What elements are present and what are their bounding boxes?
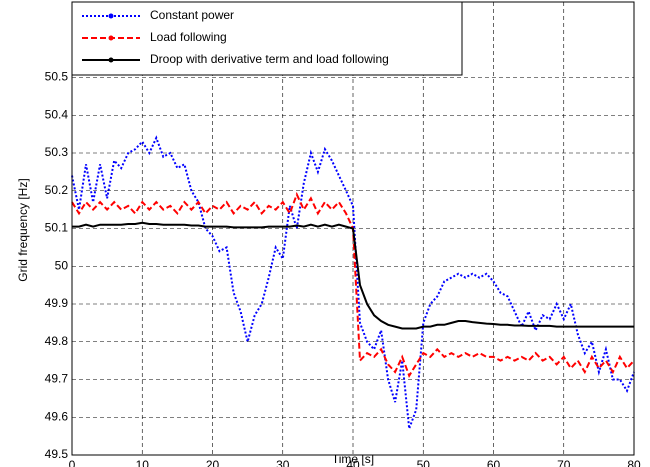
y-tick-label: 50.2 (45, 183, 69, 197)
legend-marker (108, 35, 114, 41)
y-tick-label: 49.7 (45, 372, 69, 386)
x-tick-label: 50 (417, 458, 431, 467)
x-tick-label: 20 (206, 458, 220, 467)
y-tick-label: 50.4 (45, 107, 69, 121)
y-tick-label: 49.6 (45, 409, 69, 423)
legend-label: Load following (150, 30, 227, 44)
x-tick-label: 70 (557, 458, 571, 467)
x-tick-label: 30 (276, 458, 290, 467)
x-tick-label: 0 (69, 458, 76, 467)
y-tick-label: 49.9 (45, 296, 69, 310)
series-line (72, 221, 634, 330)
legend-marker (108, 57, 114, 63)
y-axis-label: Grid frequency [Hz] (16, 178, 30, 281)
y-tick-label: 50 (55, 258, 69, 272)
y-tick-label: 50.1 (45, 221, 69, 235)
y-tick-label: 50.5 (45, 70, 69, 84)
series-line (71, 135, 635, 429)
x-tick-label: 40 (346, 458, 360, 467)
legend-label: Droop with derivative term and load foll… (150, 52, 389, 66)
x-tick-label: 60 (487, 458, 501, 467)
legend-label: Constant power (150, 8, 234, 22)
y-tick-label: 50.3 (45, 145, 69, 159)
x-tick-label: 10 (136, 458, 150, 467)
x-tick-label: 80 (627, 458, 641, 467)
x-axis-label: Time [s] (332, 452, 374, 466)
legend-marker (108, 13, 114, 19)
y-tick-label: 49.8 (45, 334, 69, 348)
y-tick-label: 49.5 (45, 447, 69, 461)
